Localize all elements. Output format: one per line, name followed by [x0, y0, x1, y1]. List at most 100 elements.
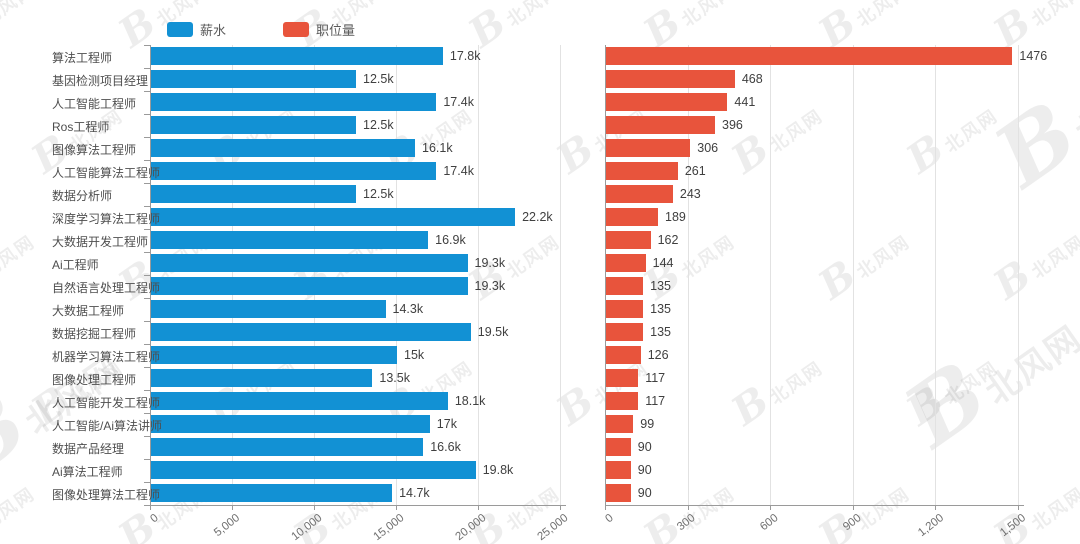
salary-bar[interactable]	[151, 208, 516, 226]
jobcount-bar[interactable]	[606, 300, 644, 318]
salary-bar[interactable]	[151, 139, 416, 157]
jobcount-x-tickmark	[935, 505, 937, 510]
jobcount-gridline	[770, 45, 772, 505]
salary-bar[interactable]	[151, 162, 437, 180]
salary-bar[interactable]	[151, 116, 356, 134]
brand-watermark: B北风网	[0, 470, 40, 544]
jobcount-x-axis-line	[605, 505, 1024, 506]
category-axis-tickmark	[144, 252, 150, 253]
salary-bar[interactable]	[151, 185, 356, 203]
salary-bar[interactable]	[151, 254, 468, 272]
salary-bar[interactable]	[151, 47, 443, 65]
watermark-text: 北风网	[1028, 231, 1080, 283]
jobcount-value-label: 396	[722, 118, 743, 132]
jobcount-legend-label: 职位量	[316, 23, 356, 38]
category-label: 人工智能开发工程师	[52, 396, 161, 410]
salary-bar[interactable]	[151, 346, 397, 364]
salary-value-label: 17.8k	[449, 49, 481, 63]
jobcount-bar[interactable]	[606, 484, 631, 502]
jobcount-x-tickmark	[687, 505, 689, 510]
jobcount-gridline	[852, 45, 854, 505]
jobcount-bar[interactable]	[606, 254, 646, 272]
watermark-text: 北风网	[941, 105, 1002, 157]
jobcount-bar[interactable]	[606, 162, 678, 180]
jobcount-value-label: 1476	[1019, 49, 1048, 63]
jobcount-bar[interactable]	[606, 47, 1013, 65]
jobcount-y-axis-line	[605, 45, 606, 505]
jobcount-value-label: 306	[697, 141, 719, 155]
brand-watermark: B北风网	[0, 0, 40, 54]
salary-bar[interactable]	[151, 392, 448, 410]
watermark-text: 北风网	[1028, 0, 1080, 31]
jobcount-bar[interactable]	[606, 70, 735, 88]
watermark-text: 北风网	[1068, 59, 1080, 153]
jobcount-x-tickmark	[770, 505, 772, 510]
watermark-text: 北风网	[503, 231, 564, 283]
legend-item-salary[interactable]: 薪水	[167, 20, 226, 39]
salary-bar[interactable]	[151, 438, 424, 456]
salary-bar[interactable]	[151, 70, 356, 88]
jobcount-bar[interactable]	[606, 139, 691, 157]
category-axis-tickmark	[144, 229, 150, 230]
category-axis-tickmark	[144, 344, 150, 345]
jobcount-bar[interactable]	[606, 415, 634, 433]
salary-bar[interactable]	[151, 277, 468, 295]
jobcount-gridline	[687, 45, 689, 505]
salary-bar[interactable]	[151, 323, 471, 341]
watermark-logo-icon: B	[0, 0, 10, 25]
jobcount-bar[interactable]	[606, 185, 673, 203]
category-label: 算法工程师	[52, 51, 113, 65]
jobcount-bar[interactable]	[606, 277, 644, 295]
salary-value-label: 17.4k	[443, 164, 474, 178]
watermark-logo-icon: B	[548, 376, 603, 435]
salary-bar[interactable]	[151, 300, 386, 318]
watermark-logo-icon: B	[1073, 124, 1080, 183]
category-axis-tickmark	[144, 367, 150, 368]
category-axis-tickmark	[144, 482, 150, 483]
salary-bar[interactable]	[151, 231, 429, 249]
jobcount-bar[interactable]	[606, 231, 651, 249]
salary-value-label: 12.5k	[363, 118, 394, 132]
jobcount-bar[interactable]	[606, 461, 631, 479]
jobcount-bar[interactable]	[606, 369, 639, 387]
salary-value-label: 22.2k	[522, 210, 553, 224]
jobcount-value-label: 162	[657, 233, 679, 247]
category-axis-tickmark	[144, 436, 150, 437]
jobcount-bar[interactable]	[606, 438, 631, 456]
category-axis-tickmark	[144, 137, 150, 138]
brand-watermark: B北风网	[0, 0, 60, 25]
jobcount-value-label: 126	[647, 348, 669, 362]
salary-bar[interactable]	[151, 461, 476, 479]
jobcount-bar[interactable]	[606, 323, 644, 341]
salary-gridline	[314, 45, 315, 505]
jobcount-x-tickmark	[852, 505, 854, 510]
salary-bar[interactable]	[151, 369, 373, 387]
category-label: 深度学习算法工程师	[52, 212, 161, 226]
salary-value-label: 12.5k	[363, 187, 394, 201]
jobcount-gridline	[1018, 45, 1019, 505]
salary-x-tickmark	[314, 505, 315, 510]
category-label: 数据挖掘工程师	[52, 327, 137, 341]
watermark-text: 北风网	[503, 0, 564, 31]
salary-bar[interactable]	[151, 415, 430, 433]
watermark-text: 北风网	[1028, 483, 1080, 535]
salary-bar[interactable]	[151, 484, 393, 502]
salary-bar[interactable]	[151, 93, 437, 111]
jobcount-bar[interactable]	[606, 346, 641, 364]
jobcount-value-label: 468	[741, 72, 763, 86]
category-axis-tickmark	[144, 45, 150, 46]
jobcount-bar[interactable]	[606, 116, 716, 134]
category-label: Ai算法工程师	[52, 465, 123, 479]
jobcount-value-label: 135	[650, 302, 672, 316]
brand-watermark: B北风网	[0, 218, 40, 307]
salary-value-label: 12.5k	[363, 72, 394, 86]
jobcount-bar[interactable]	[606, 208, 659, 226]
jobcount-bar[interactable]	[606, 93, 728, 111]
jobcount-bar[interactable]	[606, 392, 639, 410]
salary-gridline	[560, 45, 561, 505]
category-axis-tickmark	[144, 459, 150, 460]
salary-gridline	[396, 45, 397, 505]
legend-item-jobcount[interactable]: 职位量	[283, 20, 355, 39]
brand-watermark: B北风网	[898, 92, 1003, 182]
